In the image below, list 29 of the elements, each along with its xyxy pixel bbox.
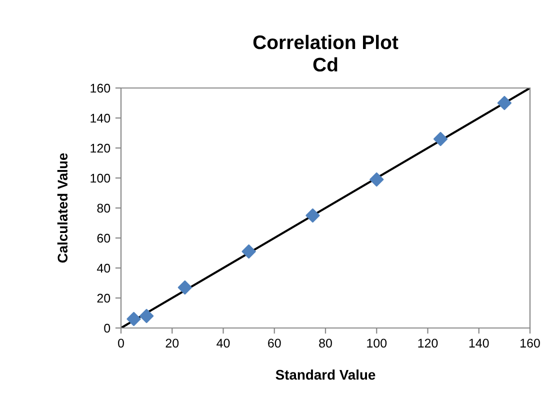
y-tick-label: 0 [104,324,110,333]
point [126,312,141,326]
x-tick-label: 0 [118,338,124,348]
y-tick-label: 120 [90,144,110,153]
point [140,308,154,324]
y-axis-title: Calculated Value [57,153,68,263]
point [242,244,256,259]
x-axis-title: Standard Value [276,370,376,380]
y-tick-label: 100 [90,174,110,183]
x-tick-label: 120 [418,338,438,348]
y-tick-label: 160 [90,84,110,93]
y-tick-label: 80 [97,204,110,213]
x-tick-label: 20 [166,338,179,348]
x-tick-label: 100 [367,338,387,348]
x-tick-label: 140 [469,338,489,348]
chart-title: Correlation Plot Cd [253,34,398,72]
point [306,208,320,223]
point [433,132,448,146]
x-tick-label: 40 [216,338,230,348]
point [497,96,512,110]
y-tick-label: 20 [97,294,110,303]
y-tick-label: 60 [97,234,110,243]
point [178,280,192,295]
x-tick-label: 80 [319,338,332,348]
y-tick-label: 140 [90,114,110,123]
x-tick-label: 60 [268,338,281,348]
point [370,172,384,187]
y-tick-label: 40 [96,264,110,273]
x-tick-label: 160 [520,338,540,348]
